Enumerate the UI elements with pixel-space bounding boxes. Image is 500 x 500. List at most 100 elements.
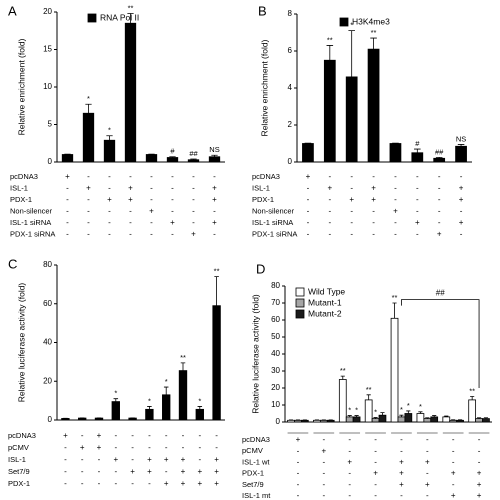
condition-label: Set7/9	[242, 480, 264, 489]
error-bar	[340, 375, 345, 380]
condition-sign: -	[350, 207, 353, 216]
error-bar	[392, 302, 397, 319]
legend-label: Wild Type	[308, 286, 345, 296]
bar	[128, 417, 137, 421]
bar	[423, 418, 432, 423]
error-bar	[414, 148, 421, 153]
error-bar	[435, 156, 443, 159]
legend-swatch	[295, 298, 305, 308]
condition-sign: -	[372, 218, 375, 227]
condition-sign: +	[306, 172, 311, 181]
condition-sign: -	[297, 446, 300, 455]
significance-label: **	[392, 293, 398, 302]
error-bar	[326, 45, 334, 61]
condition-sign: -	[322, 491, 325, 500]
condition-sign: -	[438, 218, 441, 227]
error-bar	[399, 414, 404, 417]
error-bar	[432, 415, 437, 417]
condition-sign: -	[66, 207, 69, 216]
condition-sign: +	[97, 443, 102, 452]
condition-sign: +	[373, 469, 378, 478]
significance-label: *	[355, 406, 358, 415]
condition-sign: -	[400, 491, 403, 500]
y-tick-label: 60	[43, 299, 52, 308]
condition-sign: -	[192, 195, 195, 204]
condition-sign: -	[213, 207, 216, 216]
condition-sign: -	[452, 480, 455, 489]
y-tick-label: 5	[48, 120, 53, 129]
legend-label: RNA Pol II	[100, 12, 139, 22]
y-tick-label: 0	[48, 415, 53, 424]
condition-sign: -	[394, 172, 397, 181]
significance-label: *	[350, 21, 353, 30]
condition-sign: -	[416, 195, 419, 204]
condition-sign: -	[108, 184, 111, 193]
condition-sign: +	[147, 455, 152, 464]
y-tick-label: 10	[271, 400, 280, 409]
panel-letter: D	[256, 261, 265, 276]
condition-label: PDX-1	[252, 195, 274, 204]
condition-label: PDX-1 siRNA	[10, 229, 55, 238]
error-bar	[451, 419, 456, 421]
condition-sign: -	[129, 207, 132, 216]
condition-sign: -	[64, 443, 67, 452]
condition-sign: +	[113, 455, 118, 464]
condition-label: Non-silencer	[252, 206, 295, 215]
condition-label: ISL-1 mt	[242, 491, 271, 500]
bar	[166, 157, 179, 163]
significance-label: *	[114, 389, 117, 398]
condition-sign: -	[348, 446, 351, 455]
panel-letter: B	[258, 3, 267, 18]
condition-sign: -	[350, 184, 353, 193]
bar	[455, 145, 467, 163]
condition-sign: -	[66, 184, 69, 193]
condition-sign: -	[81, 479, 84, 488]
condition-sign: -	[438, 172, 441, 181]
error-bar	[113, 398, 119, 402]
condition-sign: -	[98, 455, 101, 464]
condition-sign: -	[328, 172, 331, 181]
bar	[433, 157, 446, 163]
y-tick-label: 40	[43, 338, 52, 347]
bar	[145, 408, 154, 421]
condition-sign: -	[452, 458, 455, 467]
condition-sign: +	[393, 207, 398, 216]
y-tick-label: 30	[271, 366, 280, 375]
condition-sign: -	[350, 218, 353, 227]
bar	[94, 417, 104, 421]
condition-sign: +	[197, 467, 202, 476]
significance-label: **	[180, 353, 186, 362]
condition-sign: -	[64, 467, 67, 476]
condition-sign: +	[459, 184, 464, 193]
condition-sign: -	[416, 230, 419, 239]
y-tick-label: 10	[43, 82, 52, 91]
condition-sign: -	[171, 195, 174, 204]
condition-sign: +	[327, 184, 332, 193]
condition-sign: -	[348, 480, 351, 489]
condition-sign: -	[328, 218, 331, 227]
condition-sign: +	[197, 479, 202, 488]
condition-sign: -	[131, 431, 134, 440]
condition-sign: -	[460, 207, 463, 216]
significance-label: ##	[189, 149, 198, 158]
condition-sign: -	[198, 455, 201, 464]
condition-sign: +	[181, 479, 186, 488]
error-bar	[147, 406, 152, 410]
condition-sign: +	[371, 184, 376, 193]
condition-sign: +	[347, 458, 352, 467]
condition-sign: -	[215, 443, 218, 452]
condition-sign: -	[66, 218, 69, 227]
condition-sign: +	[128, 184, 133, 193]
bar	[212, 305, 221, 421]
error-bar	[470, 396, 475, 400]
y-tick-label: 2	[288, 120, 293, 129]
significance-label: **	[340, 366, 346, 375]
condition-sign: +	[399, 480, 404, 489]
condition-sign: -	[165, 431, 168, 440]
condition-sign: -	[98, 479, 101, 488]
condition-sign: -	[98, 467, 101, 476]
condition-sign: -	[215, 431, 218, 440]
bar	[326, 419, 335, 423]
condition-sign: -	[81, 455, 84, 464]
condition-sign: -	[150, 195, 153, 204]
